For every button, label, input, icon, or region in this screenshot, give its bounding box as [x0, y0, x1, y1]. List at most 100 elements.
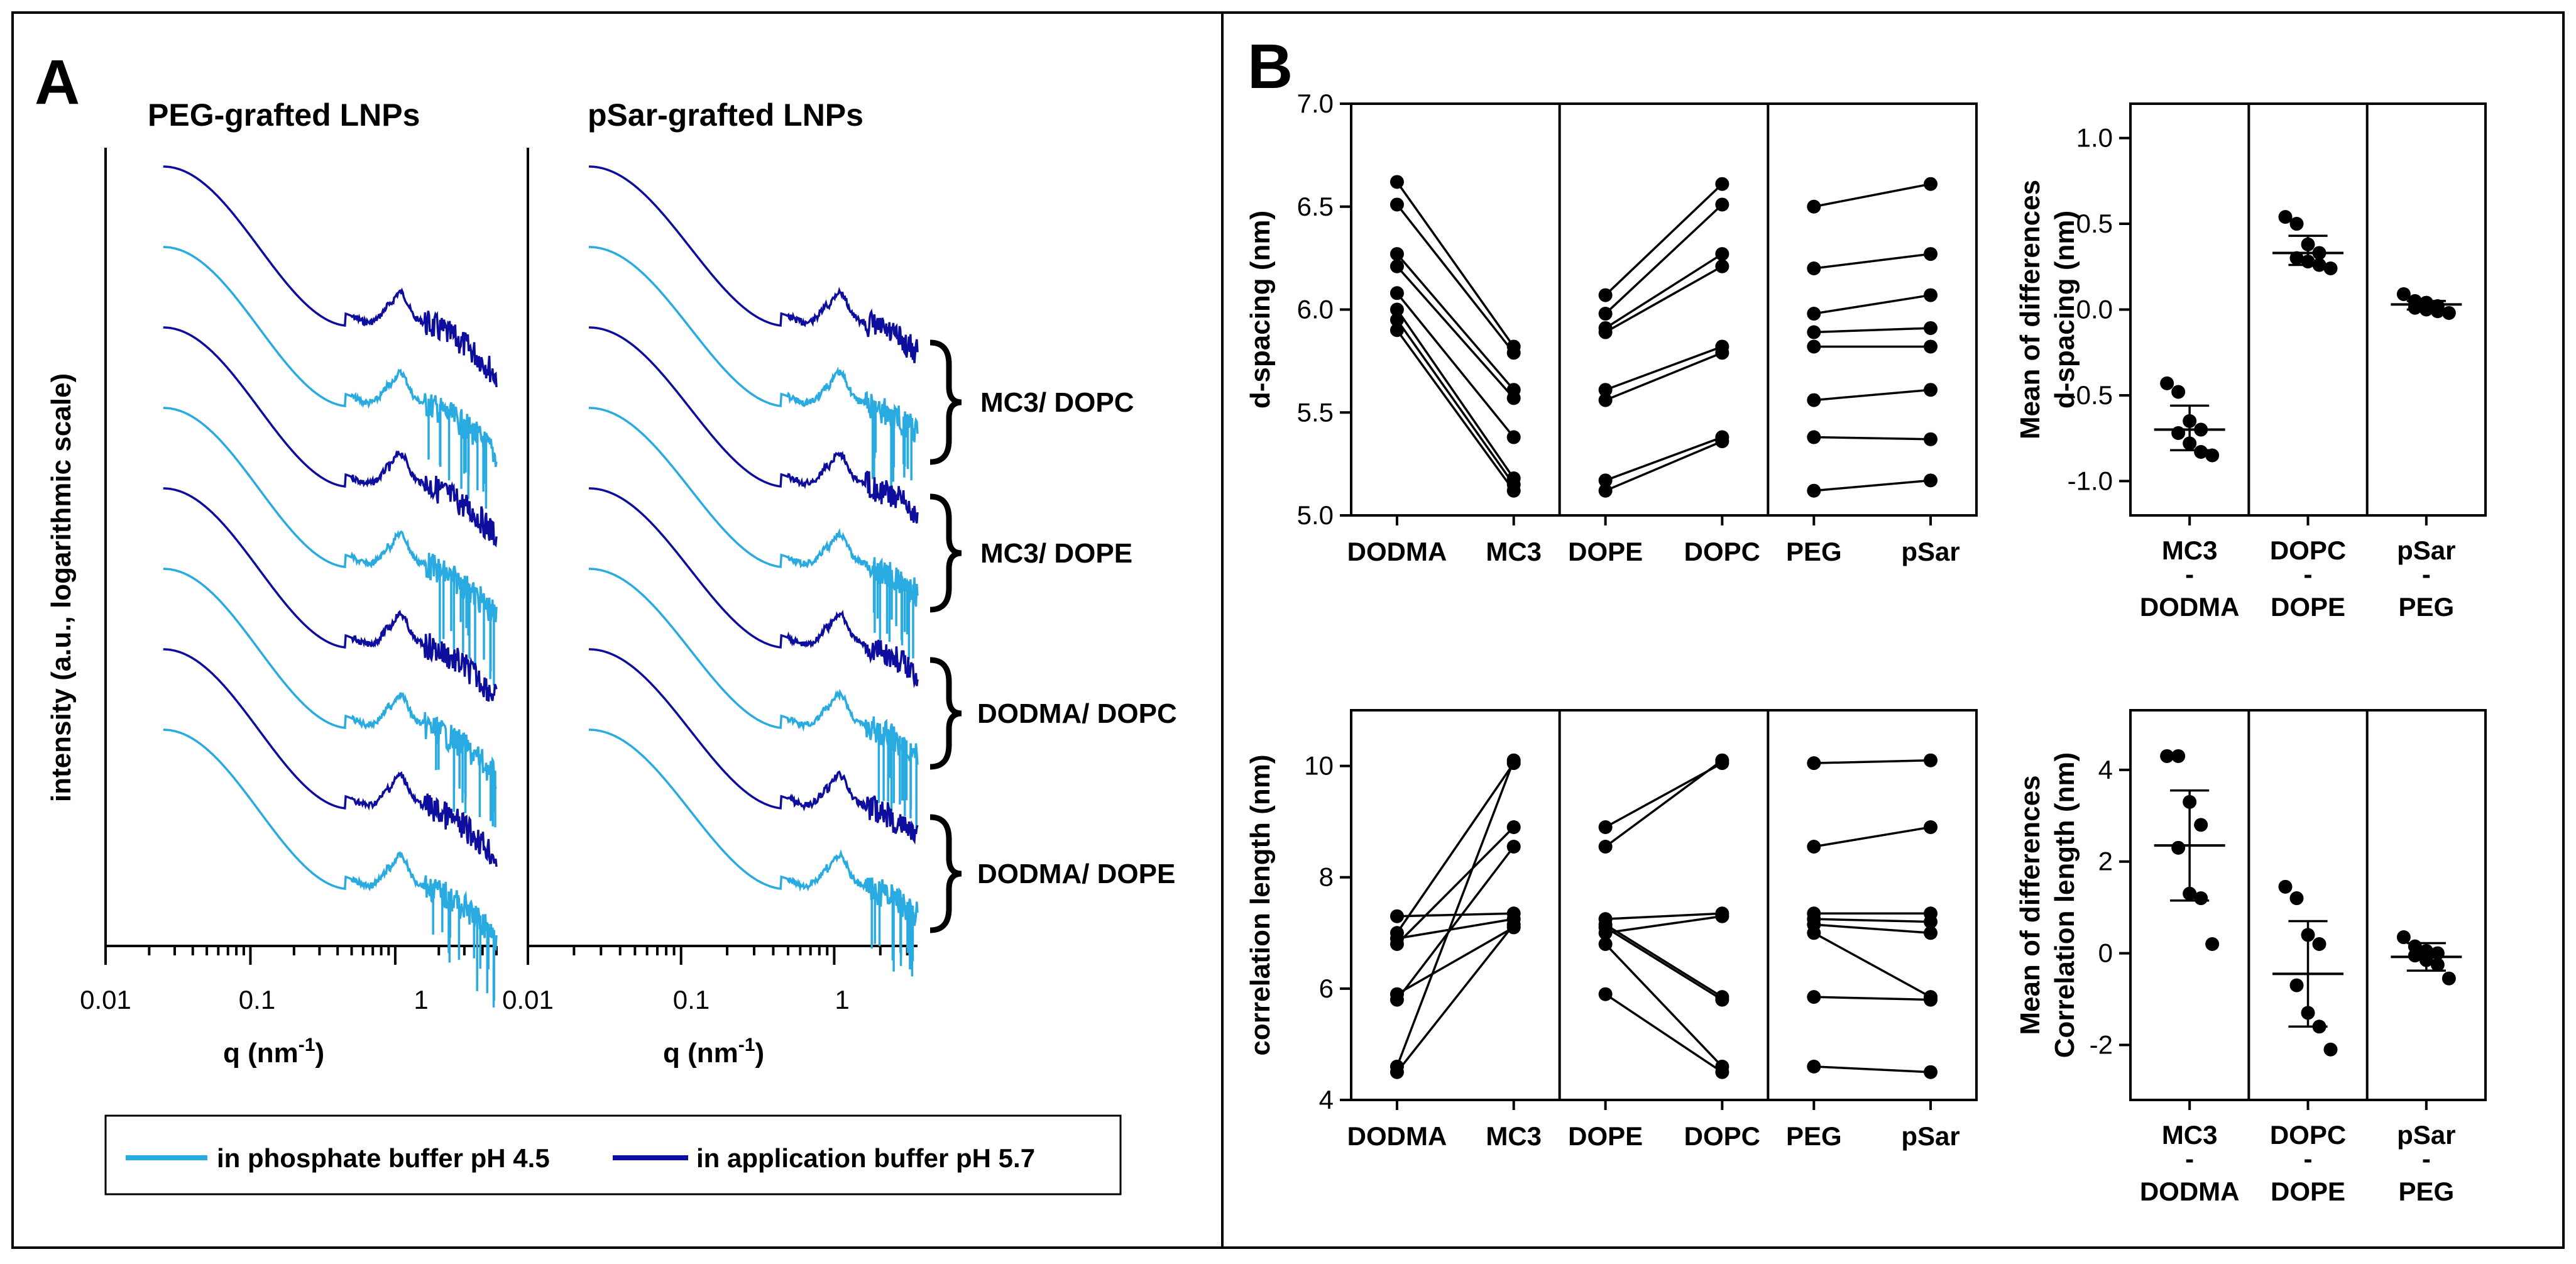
pair-line [1814, 923, 1931, 935]
saxs-curve [589, 165, 919, 363]
data-point [1924, 177, 1938, 191]
pair-line [1814, 1065, 1931, 1074]
ytick-label: 1.0 [2076, 123, 2113, 153]
data-point [1598, 840, 1613, 854]
bracket-label-mc3-dope: MC3/ DOPE [980, 538, 1132, 569]
data-point [1598, 987, 1613, 1001]
data-point [1598, 820, 1613, 834]
pair-line [1604, 993, 1723, 1074]
saxs-curve [163, 326, 498, 547]
data-point [2442, 305, 2456, 320]
data-point [1715, 247, 1729, 261]
saxs-peg-ticks [104, 946, 498, 965]
saxs-curve [163, 165, 498, 388]
ylabel: d-spacing (nm) [1245, 211, 1276, 409]
saxs-curve [163, 407, 498, 686]
xtick-label-mid: - [2185, 1144, 2194, 1173]
ytick-label: 7.0 [1297, 89, 1334, 118]
saxs-psar-ticks [527, 946, 909, 965]
legend-label-phosphate: in phosphate buffer pH 4.5 [217, 1143, 550, 1173]
data-point [1506, 840, 1521, 854]
pair-line [1604, 253, 1723, 329]
data-point [2408, 948, 2422, 963]
data-point [1598, 393, 1613, 407]
ytick-label: 0.5 [2076, 209, 2113, 238]
xtick-label: pSar [1901, 1121, 1959, 1151]
corrlength-diff-plot: -2 0 2 4 Mean of differences Correlation leng… [2015, 709, 2487, 1206]
data-point [2396, 930, 2411, 945]
data-point [1924, 1065, 1938, 1079]
data-point [1924, 288, 1938, 302]
data-point [2194, 445, 2208, 459]
data-point [1715, 434, 1729, 449]
xtick-label-mid: - [2185, 559, 2194, 589]
xtick-label-mid: - [2304, 1144, 2313, 1173]
data-point [1506, 753, 1521, 767]
xtick-label-mid: - [2422, 1144, 2431, 1173]
legend-label-application: in application buffer pH 5.7 [696, 1143, 1035, 1173]
saxs-psar-xtick-1: 1 [835, 985, 849, 1014]
ylabel: Mean of differences Correlation length (n… [2015, 752, 2080, 1058]
pair-line [1814, 436, 1931, 441]
data-point [1807, 430, 1821, 444]
data-point [2160, 376, 2174, 390]
data-point [1715, 1065, 1729, 1079]
data-point [1807, 393, 1821, 407]
data-point [2205, 937, 2220, 951]
xtick-label-bot: PEG [2398, 1177, 2454, 1206]
xtick-label-top: MC3 [2162, 536, 2218, 565]
data-point [2430, 957, 2445, 972]
data-point [2160, 749, 2174, 763]
data-point [1506, 391, 1521, 405]
ytick-label: -1.0 [2068, 466, 2113, 495]
ytick-label: 2 [2098, 847, 2113, 876]
saxs-curve [163, 246, 498, 509]
data-point [2278, 210, 2293, 224]
xtick-label: DOPE [1568, 1121, 1643, 1151]
data-point [2396, 287, 2411, 301]
saxs-peg-curves [163, 165, 498, 1008]
pair-line [1604, 440, 1723, 492]
pair-line [1396, 292, 1515, 438]
xtick-label: PEG [1786, 1121, 1842, 1151]
ytick-label: -0.5 [2068, 380, 2113, 410]
data-point [1924, 247, 1938, 261]
ylabel: correlation length (nm) [1245, 754, 1276, 1055]
saxs-psar-curves [589, 165, 919, 977]
pair-line [1396, 926, 1515, 996]
saxs-curve [163, 487, 498, 702]
saxs-curve [589, 487, 919, 689]
xtick-label-bot: DOPE [2271, 1177, 2345, 1206]
data-point [1807, 325, 1821, 339]
corrlength-paired-plot: 4 6 8 10 correlation length (nm) DODMA MC3 DOPE… [1245, 709, 1978, 1151]
ytick-label: -2 [2090, 1030, 2113, 1059]
xtick-label-top: DOPC [2270, 536, 2346, 565]
data-point [1924, 926, 1938, 940]
pair-line [1604, 759, 1723, 848]
data-point [1807, 840, 1821, 854]
data-point [1924, 339, 1938, 354]
pair-line [1814, 388, 1931, 402]
ytick-label: 10 [1304, 751, 1334, 781]
data-point [2430, 304, 2445, 319]
ytick-label: 0 [2098, 938, 2113, 968]
pair-line [1396, 760, 1515, 1067]
data-point [2289, 978, 2304, 992]
pair-line [1396, 923, 1515, 1073]
data-point [2289, 891, 2304, 906]
pair-line [1396, 265, 1515, 399]
pair-line [1396, 918, 1514, 940]
pair-line [1605, 436, 1723, 481]
data-point [2171, 840, 2186, 855]
saxs-curve [163, 728, 498, 1008]
data-point [1506, 430, 1521, 444]
saxs-psar-xtick-0.01: 0.01 [502, 985, 554, 1014]
data-point [1389, 992, 1404, 1007]
saxs-peg-xtick-0.1: 0.1 [239, 985, 275, 1014]
pair-line [1396, 253, 1515, 391]
data-point [1715, 197, 1729, 212]
data-point [1389, 286, 1404, 300]
pair-line [1396, 319, 1515, 485]
pair-line [1814, 294, 1931, 315]
saxs-curve [589, 407, 919, 660]
